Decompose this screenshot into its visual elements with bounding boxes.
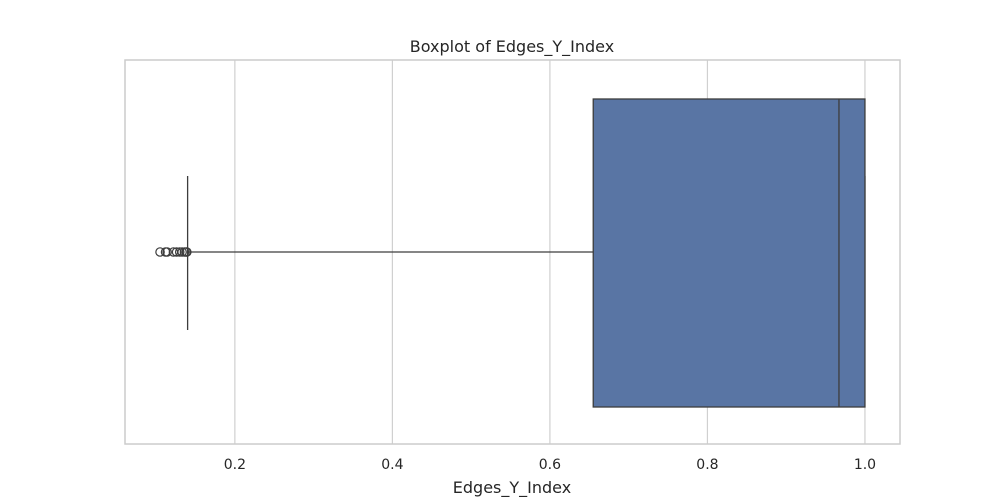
outlier-point — [177, 247, 187, 257]
plot-frame — [124, 59, 901, 445]
outlier-point — [174, 247, 185, 257]
x-axis-label: Edges_Y_Index — [453, 478, 571, 498]
box-marks — [155, 98, 866, 408]
outlier-point — [155, 247, 165, 257]
x-axis-ticks: 0.2 0.4 0.6 0.8 1.0 — [224, 457, 876, 473]
x-tick-label: 0.6 — [539, 457, 561, 473]
chart-title: Boxplot of Edges_Y_Index — [410, 37, 614, 57]
outlier-point — [182, 247, 192, 257]
iqr-box — [592, 98, 866, 408]
x-tick-label: 0.8 — [696, 457, 718, 473]
x-tick-label: 0.2 — [224, 457, 246, 473]
x-tick-label: 1.0 — [854, 457, 876, 473]
x-tick-label: 0.4 — [381, 457, 403, 473]
outlier-point — [162, 247, 172, 257]
